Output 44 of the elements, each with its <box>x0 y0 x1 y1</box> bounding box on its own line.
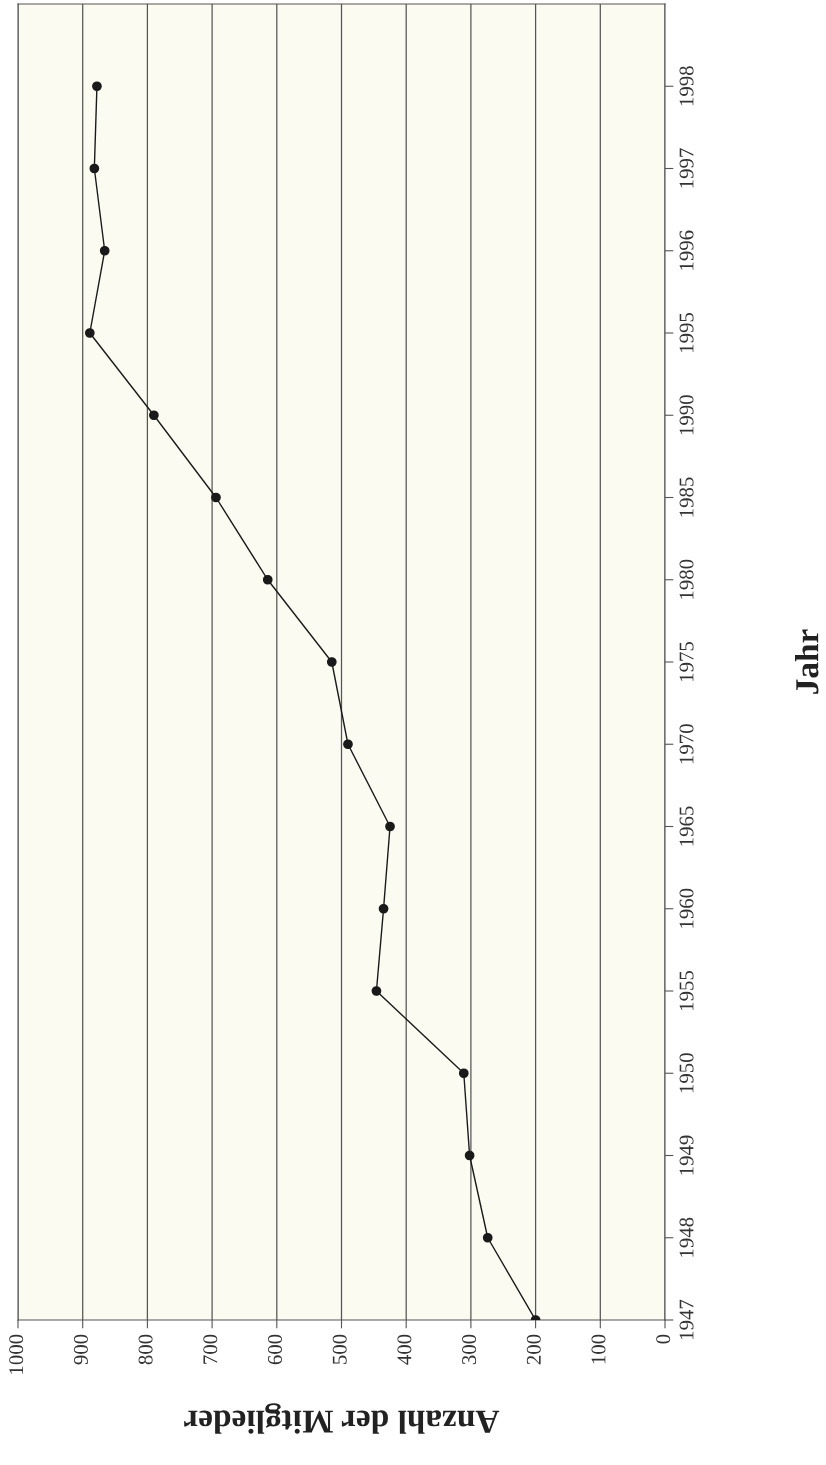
point <box>211 492 221 503</box>
y-tick-label: 1980 <box>679 559 694 599</box>
x-tick-label: 600 <box>267 1334 283 1365</box>
x-tick-label: 400 <box>397 1334 412 1365</box>
point <box>482 1232 493 1243</box>
point <box>92 81 102 92</box>
x-tick-label: 500 <box>332 1334 347 1364</box>
point <box>99 245 110 256</box>
y-tick-label: 1997 <box>679 148 694 188</box>
point <box>371 986 382 996</box>
y-tick-label: 1960 <box>679 888 694 928</box>
y-tick-label: 1950 <box>679 1053 694 1093</box>
y-tick-label: 1948 <box>679 1217 694 1257</box>
point <box>464 1150 475 1161</box>
x-tick-label: 800 <box>138 1334 153 1365</box>
x-tick-label: 100 <box>591 1334 606 1364</box>
point <box>326 657 337 667</box>
x-tick-label: 900 <box>73 1334 88 1365</box>
x-tick-label: 1000 <box>9 1334 24 1374</box>
y-tick-label: 1975 <box>679 641 694 681</box>
x-tick-label: 200 <box>526 1334 541 1365</box>
point <box>149 410 159 421</box>
point <box>343 739 353 750</box>
y-tick-label: 1955 <box>679 970 694 1010</box>
y-tick-label: 1949 <box>679 1135 694 1175</box>
y-tick-label: 1995 <box>679 312 694 352</box>
y-tick-label: 1965 <box>679 806 694 846</box>
point <box>89 163 100 174</box>
y-tick-label: 1998 <box>679 66 694 106</box>
point <box>378 903 389 914</box>
y-tick-label: 1990 <box>679 395 694 435</box>
point <box>262 574 273 585</box>
x-tick-label: 0 <box>656 1334 671 1344</box>
y-axis-title: Jahr <box>795 629 819 694</box>
point <box>385 821 395 832</box>
y-tick-label: 1996 <box>679 230 694 270</box>
y-tick-label: 1985 <box>679 477 694 517</box>
x-axis-title: Anzahl der Mitglieder <box>184 1403 500 1434</box>
y-tick-label: 1970 <box>679 724 694 764</box>
point <box>84 328 95 338</box>
y-tick-label: 1947 <box>679 1299 694 1339</box>
point <box>458 1068 469 1079</box>
x-tick-label: 300 <box>462 1334 477 1365</box>
x-tick-label: 700 <box>203 1334 218 1364</box>
